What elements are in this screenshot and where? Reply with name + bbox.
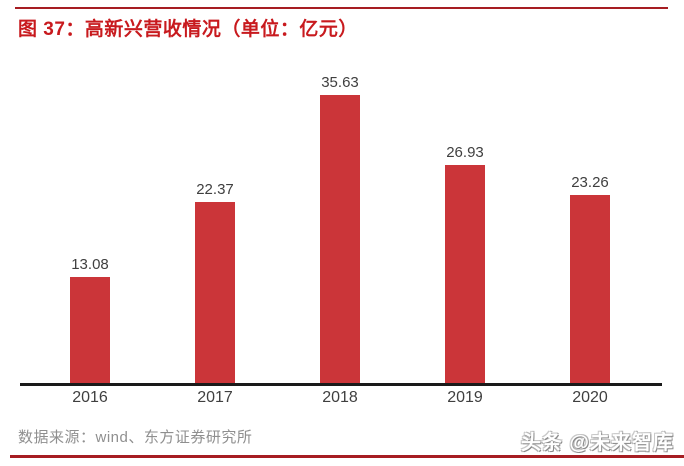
bar-value-label-2017: 22.37: [196, 181, 234, 198]
x-tick-label-2017: 2017: [197, 389, 233, 406]
bar-2019: [445, 165, 485, 383]
bar-2016: [70, 277, 110, 383]
bar-2018: [320, 95, 360, 383]
bar-value-label-2020: 23.26: [571, 174, 609, 191]
bar-value-label-2016: 13.08: [71, 256, 109, 273]
figure-title: 图 37：高新兴营收情况（单位：亿元）: [18, 19, 358, 40]
watermark-toutiao-weilaizhiku: 头条 @未来智库: [520, 432, 674, 454]
x-tick-label-2020: 2020: [572, 389, 608, 406]
x-tick-label-2016: 2016: [72, 389, 108, 406]
x-tick-label-2019: 2019: [447, 389, 483, 406]
bar-2017: [195, 202, 235, 383]
data-source-note: 数据来源：wind、东方证券研究所: [18, 429, 253, 446]
top-divider-rule: [15, 7, 668, 9]
bar-value-label-2018: 35.63: [321, 74, 359, 91]
bottom-divider-rule: [10, 455, 684, 458]
bar-2020: [570, 195, 610, 383]
bar-value-label-2019: 26.93: [446, 144, 484, 161]
plot-area: 13.08 22.37 35.63 26.93 23.26: [20, 70, 662, 386]
x-tick-label-2018: 2018: [322, 389, 358, 406]
